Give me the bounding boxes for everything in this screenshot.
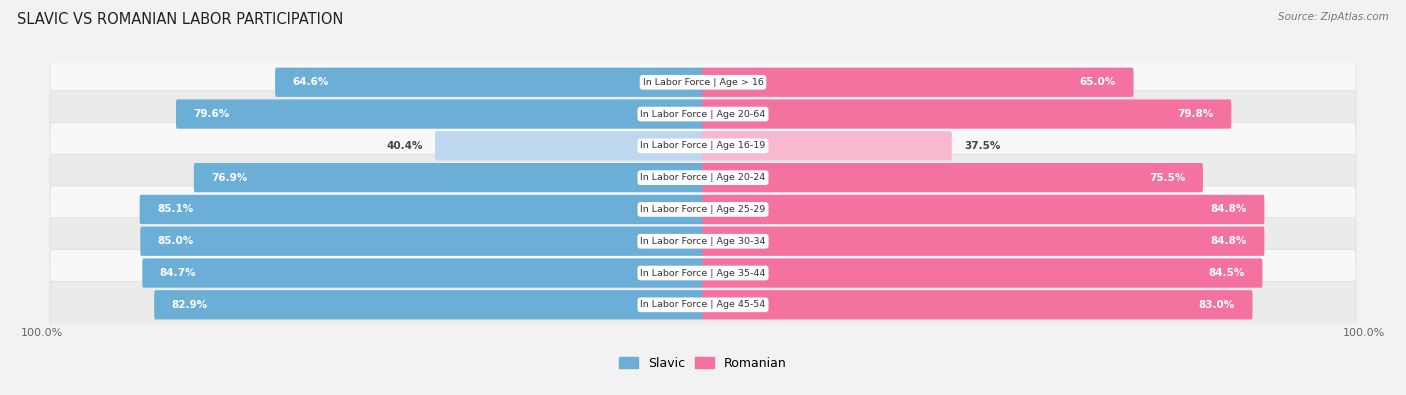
Text: In Labor Force | Age 20-24: In Labor Force | Age 20-24	[640, 173, 766, 182]
FancyBboxPatch shape	[702, 131, 952, 160]
FancyBboxPatch shape	[142, 258, 704, 288]
FancyBboxPatch shape	[51, 59, 1355, 106]
Text: In Labor Force | Age 45-54: In Labor Force | Age 45-54	[640, 300, 766, 309]
FancyBboxPatch shape	[51, 250, 1355, 297]
FancyBboxPatch shape	[51, 281, 1355, 328]
Text: 76.9%: 76.9%	[211, 173, 247, 182]
FancyBboxPatch shape	[139, 195, 704, 224]
Text: 40.4%: 40.4%	[387, 141, 423, 151]
Text: In Labor Force | Age 35-44: In Labor Force | Age 35-44	[640, 269, 766, 278]
FancyBboxPatch shape	[702, 68, 1133, 97]
FancyBboxPatch shape	[176, 100, 704, 129]
Legend: Slavic, Romanian: Slavic, Romanian	[614, 352, 792, 375]
Text: 84.8%: 84.8%	[1211, 205, 1247, 214]
Text: In Labor Force | Age > 16: In Labor Force | Age > 16	[643, 78, 763, 87]
FancyBboxPatch shape	[702, 258, 1263, 288]
Text: 75.5%: 75.5%	[1149, 173, 1185, 182]
Text: 37.5%: 37.5%	[965, 141, 1001, 151]
Text: In Labor Force | Age 20-64: In Labor Force | Age 20-64	[640, 109, 766, 118]
FancyBboxPatch shape	[702, 227, 1264, 256]
Text: 65.0%: 65.0%	[1080, 77, 1116, 87]
FancyBboxPatch shape	[51, 154, 1355, 201]
FancyBboxPatch shape	[702, 195, 1264, 224]
Text: 84.7%: 84.7%	[160, 268, 197, 278]
FancyBboxPatch shape	[51, 186, 1355, 233]
FancyBboxPatch shape	[51, 90, 1355, 137]
Text: In Labor Force | Age 25-29: In Labor Force | Age 25-29	[640, 205, 766, 214]
Text: SLAVIC VS ROMANIAN LABOR PARTICIPATION: SLAVIC VS ROMANIAN LABOR PARTICIPATION	[17, 12, 343, 27]
FancyBboxPatch shape	[434, 131, 704, 160]
FancyBboxPatch shape	[276, 68, 704, 97]
Text: 84.5%: 84.5%	[1209, 268, 1244, 278]
FancyBboxPatch shape	[141, 227, 704, 256]
Text: 82.9%: 82.9%	[172, 300, 208, 310]
Text: 64.6%: 64.6%	[292, 77, 329, 87]
Text: 84.8%: 84.8%	[1211, 236, 1247, 246]
FancyBboxPatch shape	[702, 163, 1204, 192]
Text: Source: ZipAtlas.com: Source: ZipAtlas.com	[1278, 12, 1389, 22]
FancyBboxPatch shape	[702, 290, 1253, 320]
FancyBboxPatch shape	[702, 100, 1232, 129]
Text: 79.8%: 79.8%	[1178, 109, 1213, 119]
FancyBboxPatch shape	[155, 290, 704, 320]
Text: 79.6%: 79.6%	[194, 109, 229, 119]
Text: 83.0%: 83.0%	[1199, 300, 1234, 310]
Text: 85.0%: 85.0%	[157, 236, 194, 246]
FancyBboxPatch shape	[51, 122, 1355, 169]
Text: In Labor Force | Age 16-19: In Labor Force | Age 16-19	[640, 141, 766, 150]
Text: In Labor Force | Age 30-34: In Labor Force | Age 30-34	[640, 237, 766, 246]
FancyBboxPatch shape	[51, 218, 1355, 265]
FancyBboxPatch shape	[194, 163, 704, 192]
Text: 85.1%: 85.1%	[157, 205, 194, 214]
